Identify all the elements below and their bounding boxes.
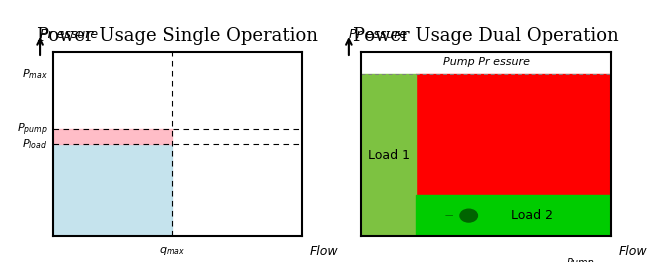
Text: Load 1: Load 1	[368, 149, 410, 162]
Text: $P_{load}$: $P_{load}$	[22, 137, 47, 151]
Text: Pr essure: Pr essure	[40, 28, 98, 41]
Text: Flow: Flow	[618, 245, 647, 258]
Text: Power loss: Power loss	[477, 128, 551, 142]
Title: Power Usage Single Operation: Power Usage Single Operation	[37, 27, 318, 45]
Text: $P_{max}$: $P_{max}$	[22, 68, 47, 81]
Ellipse shape	[460, 209, 478, 222]
Text: Pr essure: Pr essure	[349, 28, 407, 41]
Text: —: —	[445, 211, 453, 220]
Text: Pump Pr essure: Pump Pr essure	[443, 57, 530, 67]
Text: $q_{max}$: $q_{max}$	[160, 245, 185, 257]
Text: Pump
Flow: Pump Flow	[567, 258, 595, 262]
Text: $P_{pump}$: $P_{pump}$	[17, 121, 47, 138]
Title: Power Usage Dual Operation: Power Usage Dual Operation	[353, 27, 619, 45]
Text: Load 2: Load 2	[511, 209, 553, 222]
Text: Flow: Flow	[309, 245, 338, 258]
